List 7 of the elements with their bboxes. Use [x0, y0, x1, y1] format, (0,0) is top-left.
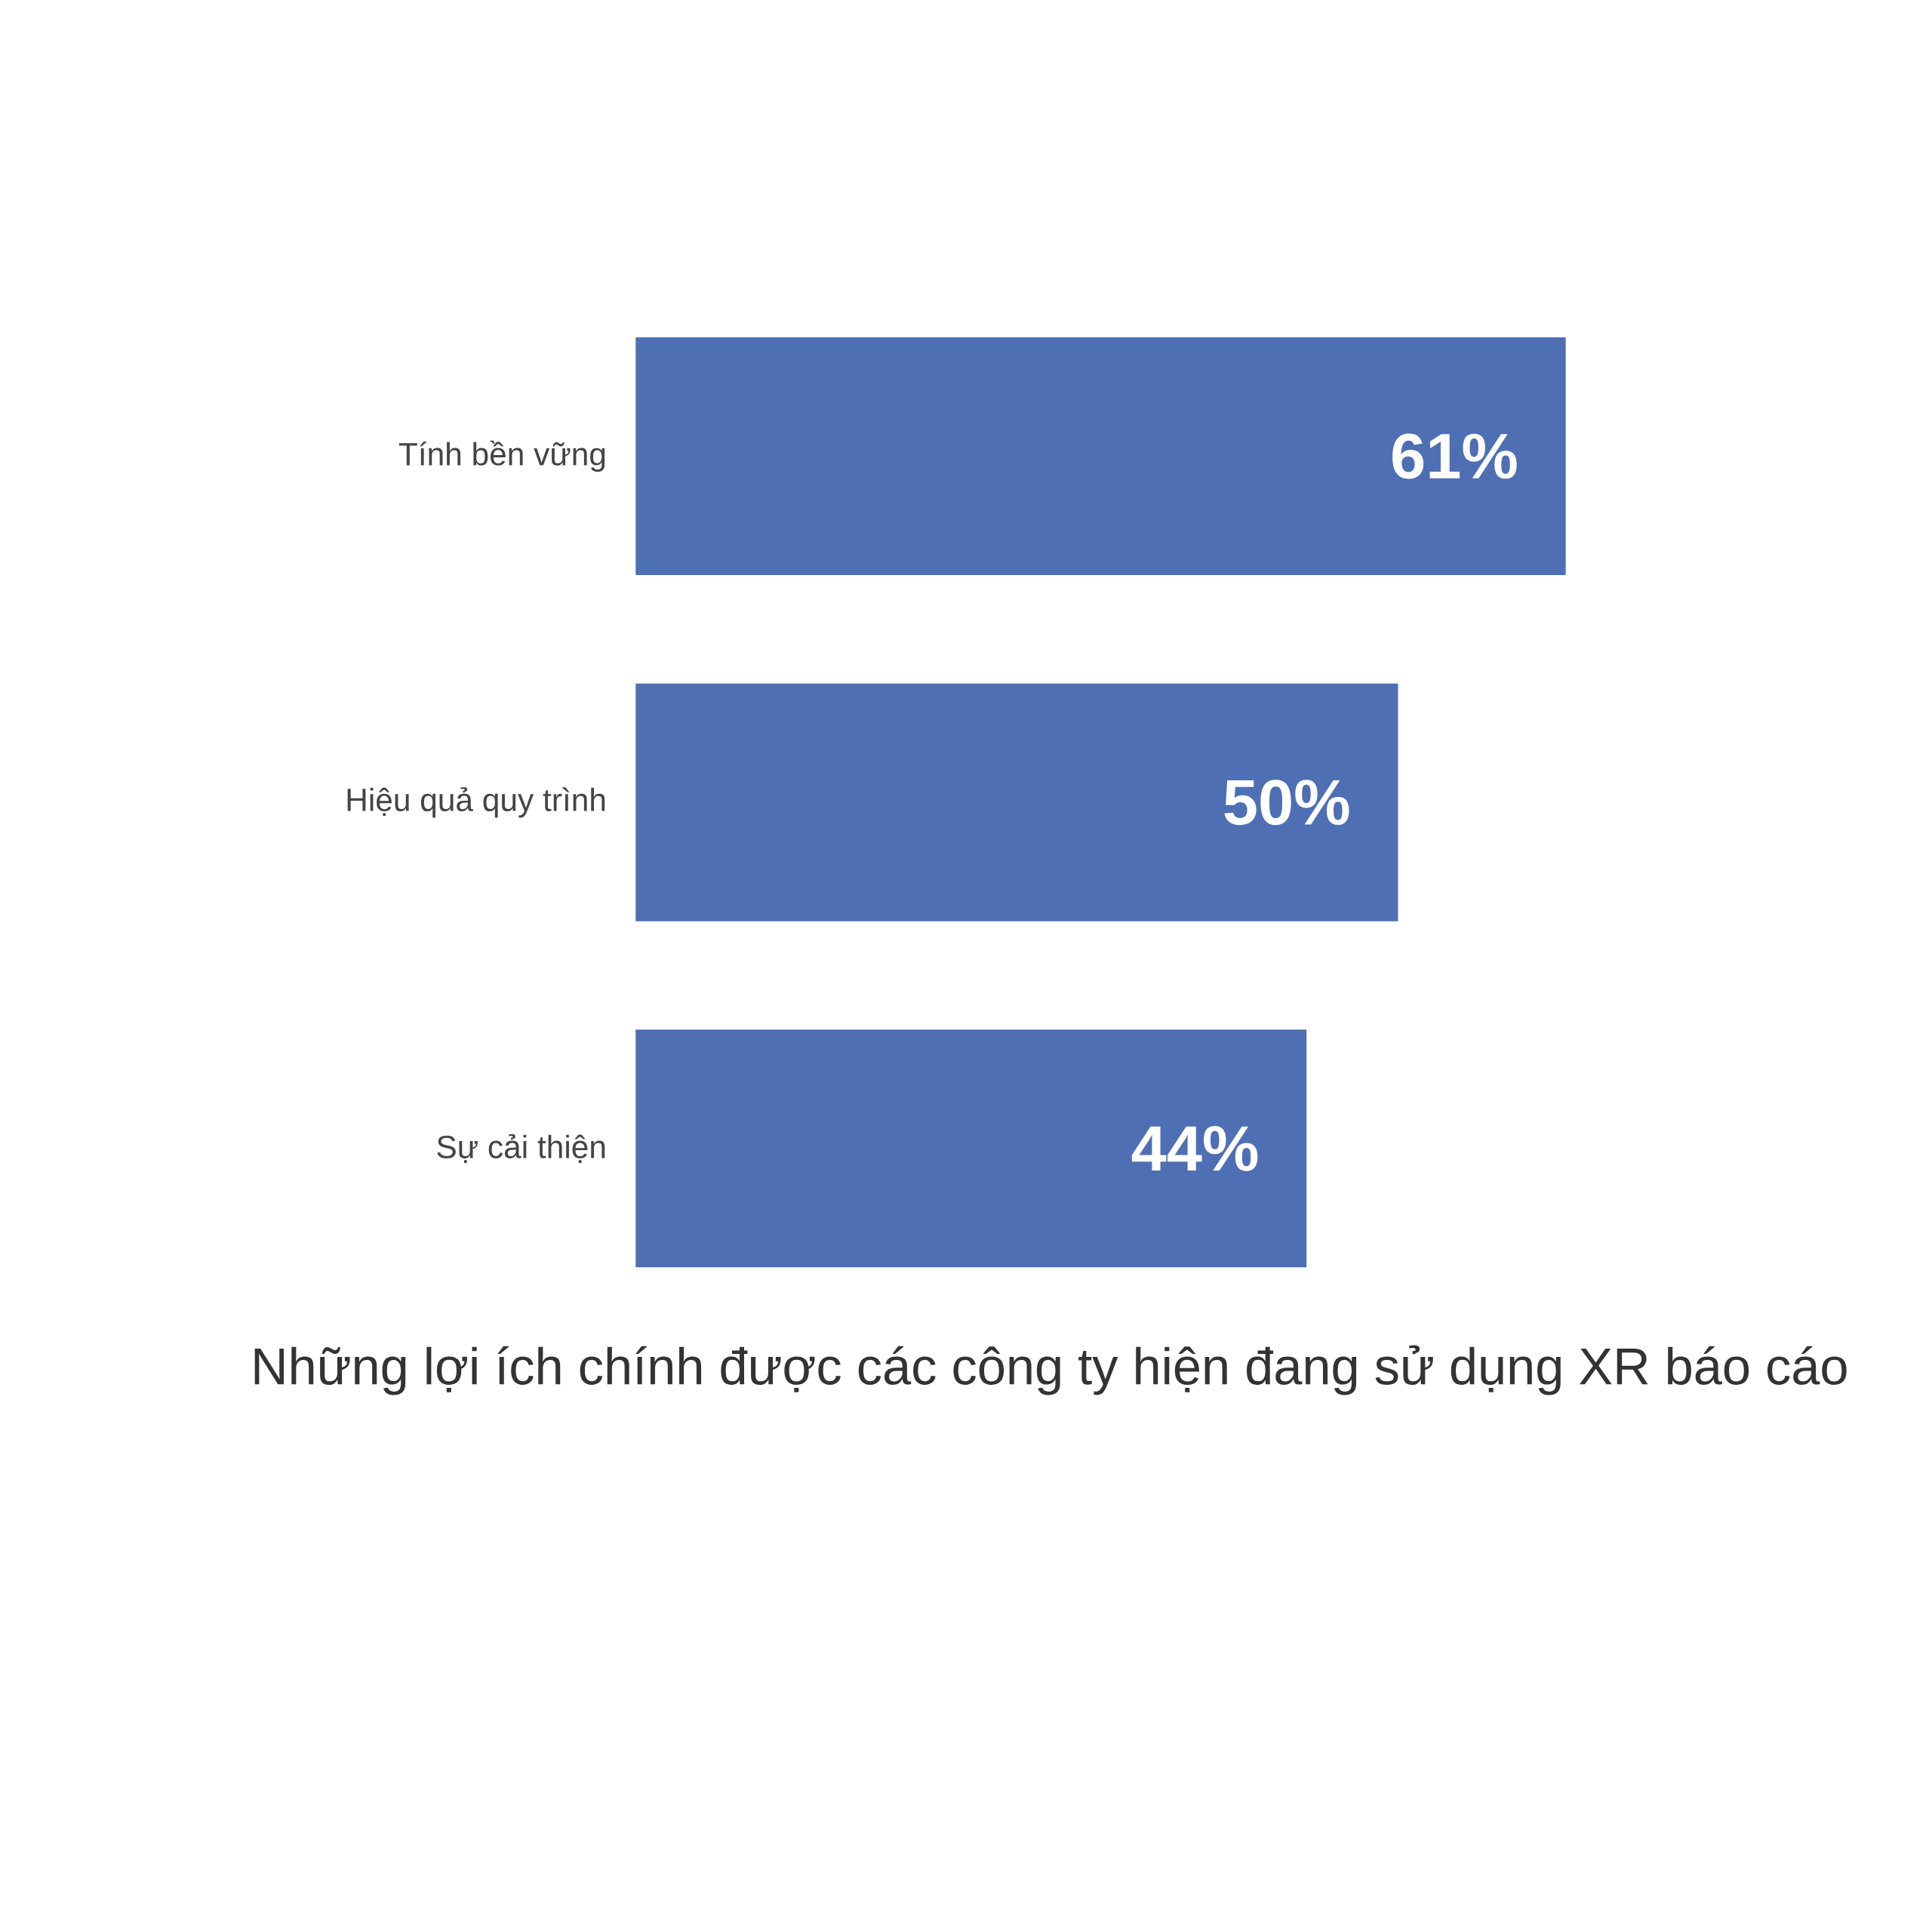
text: Những lợi ích chính được các công ty hiện đang sử dụng XR báo cáo: [254, 1345, 1847, 1395]
data-label: 50%: [1224, 780, 1349, 826]
y-tick-label: Tính bền vững: [398, 440, 605, 472]
y-tick-label: Hiệu quả quy trình: [347, 786, 605, 818]
data-label: 44%: [1131, 1125, 1258, 1171]
data-label: 61%: [1392, 433, 1517, 479]
y-tick-label: Sự cải thiện: [437, 1134, 605, 1163]
